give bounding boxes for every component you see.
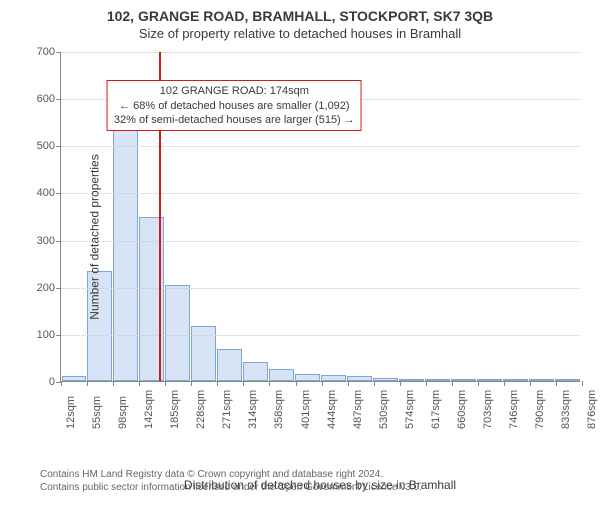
gridline [61, 52, 580, 53]
xtick-mark [217, 381, 218, 386]
chart-container: 010020030040050060070012sqm55sqm98sqm142… [60, 52, 580, 422]
histogram-bar [451, 379, 476, 381]
ytick-mark [56, 99, 61, 100]
histogram-bar [243, 362, 268, 381]
histogram-bar [295, 374, 320, 381]
xtick-label: 617sqm [430, 390, 442, 429]
page-subtitle: Size of property relative to detached ho… [0, 26, 600, 41]
annotation-line-2: ← 68% of detached houses are smaller (1,… [114, 99, 355, 113]
xtick-label: 98sqm [117, 396, 129, 429]
ytick-label: 500 [37, 140, 55, 152]
histogram-bar [425, 379, 450, 381]
histogram-bar [529, 379, 554, 381]
footer: Contains HM Land Registry data © Crown c… [40, 468, 422, 494]
ytick-mark [56, 241, 61, 242]
xtick-mark [61, 381, 62, 386]
xtick-mark [113, 381, 114, 386]
xtick-label: 271sqm [221, 390, 233, 429]
ytick-mark [56, 52, 61, 53]
xtick-mark [582, 381, 583, 386]
ytick-mark [56, 193, 61, 194]
xtick-label: 185sqm [169, 390, 181, 429]
histogram-bar [217, 349, 242, 381]
annotation-box: 102 GRANGE ROAD: 174sqm← 68% of detached… [107, 80, 362, 131]
xtick-mark [165, 381, 166, 386]
xtick-label: 314sqm [247, 390, 259, 429]
histogram-bar [165, 285, 190, 381]
xtick-label: 487sqm [352, 390, 364, 429]
histogram-bar [373, 378, 398, 381]
histogram-bar [139, 217, 164, 381]
ytick-label: 700 [37, 46, 55, 58]
annotation-line-1: 102 GRANGE ROAD: 174sqm [114, 84, 355, 98]
annotation-line-3: 32% of semi-detached houses are larger (… [114, 113, 355, 127]
gridline [61, 146, 580, 147]
ytick-label: 200 [37, 282, 55, 294]
histogram-bar [399, 379, 424, 381]
ytick-label: 100 [37, 329, 55, 341]
ytick-label: 600 [37, 93, 55, 105]
gridline [61, 288, 580, 289]
y-axis-label: Number of detached properties [88, 154, 102, 319]
xtick-label: 530sqm [378, 390, 390, 429]
xtick-label: 358sqm [273, 390, 285, 429]
xtick-label: 228sqm [195, 390, 207, 429]
xtick-label: 660sqm [456, 390, 468, 429]
footer-line-1: Contains HM Land Registry data © Crown c… [40, 468, 422, 481]
xtick-label: 876sqm [586, 390, 598, 429]
page-title: 102, GRANGE ROAD, BRAMHALL, STOCKPORT, S… [0, 8, 600, 24]
xtick-label: 12sqm [65, 396, 77, 429]
xtick-mark [530, 381, 531, 386]
gridline [61, 335, 580, 336]
histogram-bar [477, 379, 502, 381]
xtick-mark [556, 381, 557, 386]
plot-area: 010020030040050060070012sqm55sqm98sqm142… [60, 52, 580, 382]
xtick-label: 401sqm [300, 390, 312, 429]
xtick-label: 703sqm [482, 390, 494, 429]
xtick-mark [452, 381, 453, 386]
xtick-mark [296, 381, 297, 386]
histogram-bar [347, 376, 372, 381]
histogram-bar [503, 379, 528, 381]
xtick-mark [478, 381, 479, 386]
xtick-label: 833sqm [560, 390, 572, 429]
histogram-bar [555, 379, 580, 381]
gridline [61, 241, 580, 242]
histogram-bar [269, 369, 294, 381]
xtick-mark [400, 381, 401, 386]
xtick-mark [243, 381, 244, 386]
xtick-mark [269, 381, 270, 386]
histogram-bar [321, 375, 346, 381]
xtick-mark [374, 381, 375, 386]
ytick-label: 0 [49, 376, 55, 388]
ytick-mark [56, 288, 61, 289]
xtick-mark [504, 381, 505, 386]
ytick-mark [56, 146, 61, 147]
xtick-label: 55sqm [91, 396, 103, 429]
xtick-label: 444sqm [326, 390, 338, 429]
xtick-mark [426, 381, 427, 386]
ytick-mark [56, 335, 61, 336]
xtick-mark [322, 381, 323, 386]
histogram-bar [62, 376, 87, 381]
ytick-label: 300 [37, 235, 55, 247]
xtick-mark [348, 381, 349, 386]
xtick-label: 746sqm [508, 390, 520, 429]
xtick-label: 574sqm [404, 390, 416, 429]
xtick-label: 142sqm [143, 390, 155, 429]
xtick-label: 790sqm [534, 390, 546, 429]
xtick-mark [191, 381, 192, 386]
gridline [61, 193, 580, 194]
ytick-label: 400 [37, 187, 55, 199]
xtick-mark [87, 381, 88, 386]
footer-line-2: Contains public sector information licen… [40, 481, 422, 494]
xtick-mark [139, 381, 140, 386]
